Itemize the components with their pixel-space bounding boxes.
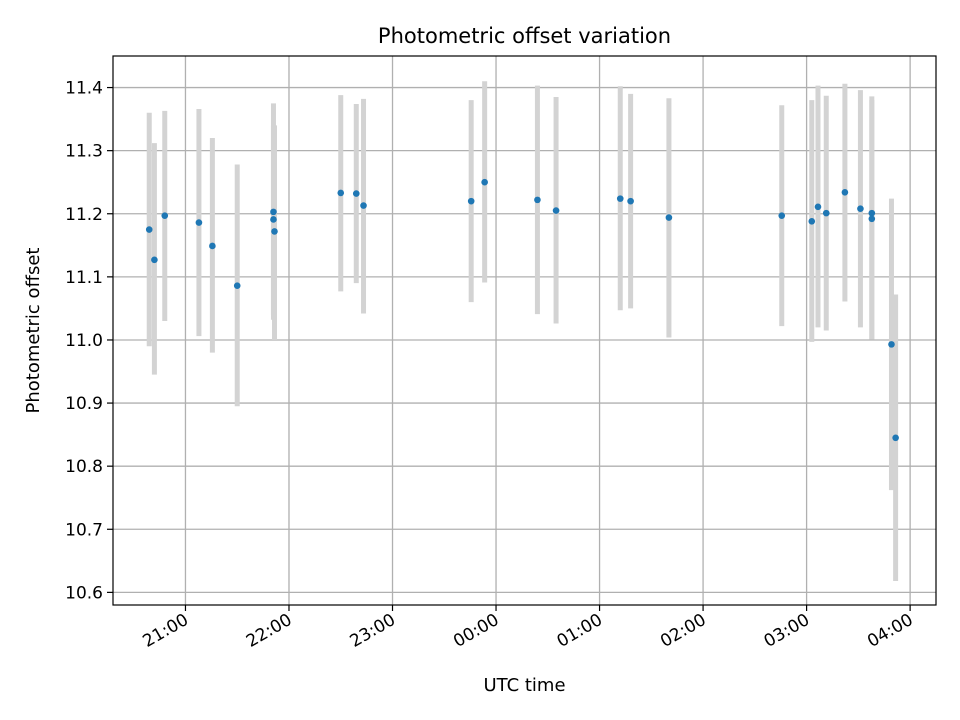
data-point xyxy=(151,256,158,264)
data-point xyxy=(616,195,624,202)
data-point xyxy=(892,434,899,442)
data-point xyxy=(270,216,277,223)
y-tick-label: 10.6 xyxy=(65,583,103,603)
data-point xyxy=(841,189,849,196)
data-point xyxy=(814,203,822,211)
data-point xyxy=(481,178,488,186)
data-point xyxy=(808,218,816,225)
data-point xyxy=(360,202,367,209)
data-point xyxy=(209,242,216,250)
data-points xyxy=(145,178,899,442)
y-tick-label: 11.0 xyxy=(65,331,103,351)
data-point xyxy=(352,190,360,197)
y-tick-label: 11.1 xyxy=(65,268,103,288)
data-point xyxy=(888,341,895,348)
data-point xyxy=(857,205,864,213)
data-point xyxy=(778,212,786,219)
data-point xyxy=(665,214,673,221)
data-point xyxy=(467,197,475,205)
data-point xyxy=(534,196,541,204)
data-point xyxy=(145,226,153,233)
grid-lines xyxy=(113,56,936,605)
y-tick-label: 10.9 xyxy=(65,394,103,414)
data-point xyxy=(868,215,876,223)
data-point xyxy=(337,189,345,197)
y-tick-label: 11.3 xyxy=(65,142,103,162)
y-tick-label: 10.7 xyxy=(65,520,103,540)
y-tick-label: 11.4 xyxy=(65,79,103,99)
data-point xyxy=(822,209,830,217)
data-point xyxy=(271,228,278,235)
data-point xyxy=(627,197,634,205)
x-axis-label: UTC time xyxy=(483,675,565,696)
y-tick-label: 10.8 xyxy=(65,457,103,477)
y-axis-label: Photometric offset xyxy=(23,248,44,414)
data-point xyxy=(270,208,277,216)
data-point xyxy=(552,207,560,214)
data-point xyxy=(161,212,169,219)
data-point xyxy=(233,282,241,289)
chart-title: Photometric offset variation xyxy=(378,24,671,48)
y-tick-label: 11.2 xyxy=(65,205,103,225)
plot-frame xyxy=(112,55,937,606)
data-point xyxy=(868,209,876,217)
data-point xyxy=(195,219,203,226)
